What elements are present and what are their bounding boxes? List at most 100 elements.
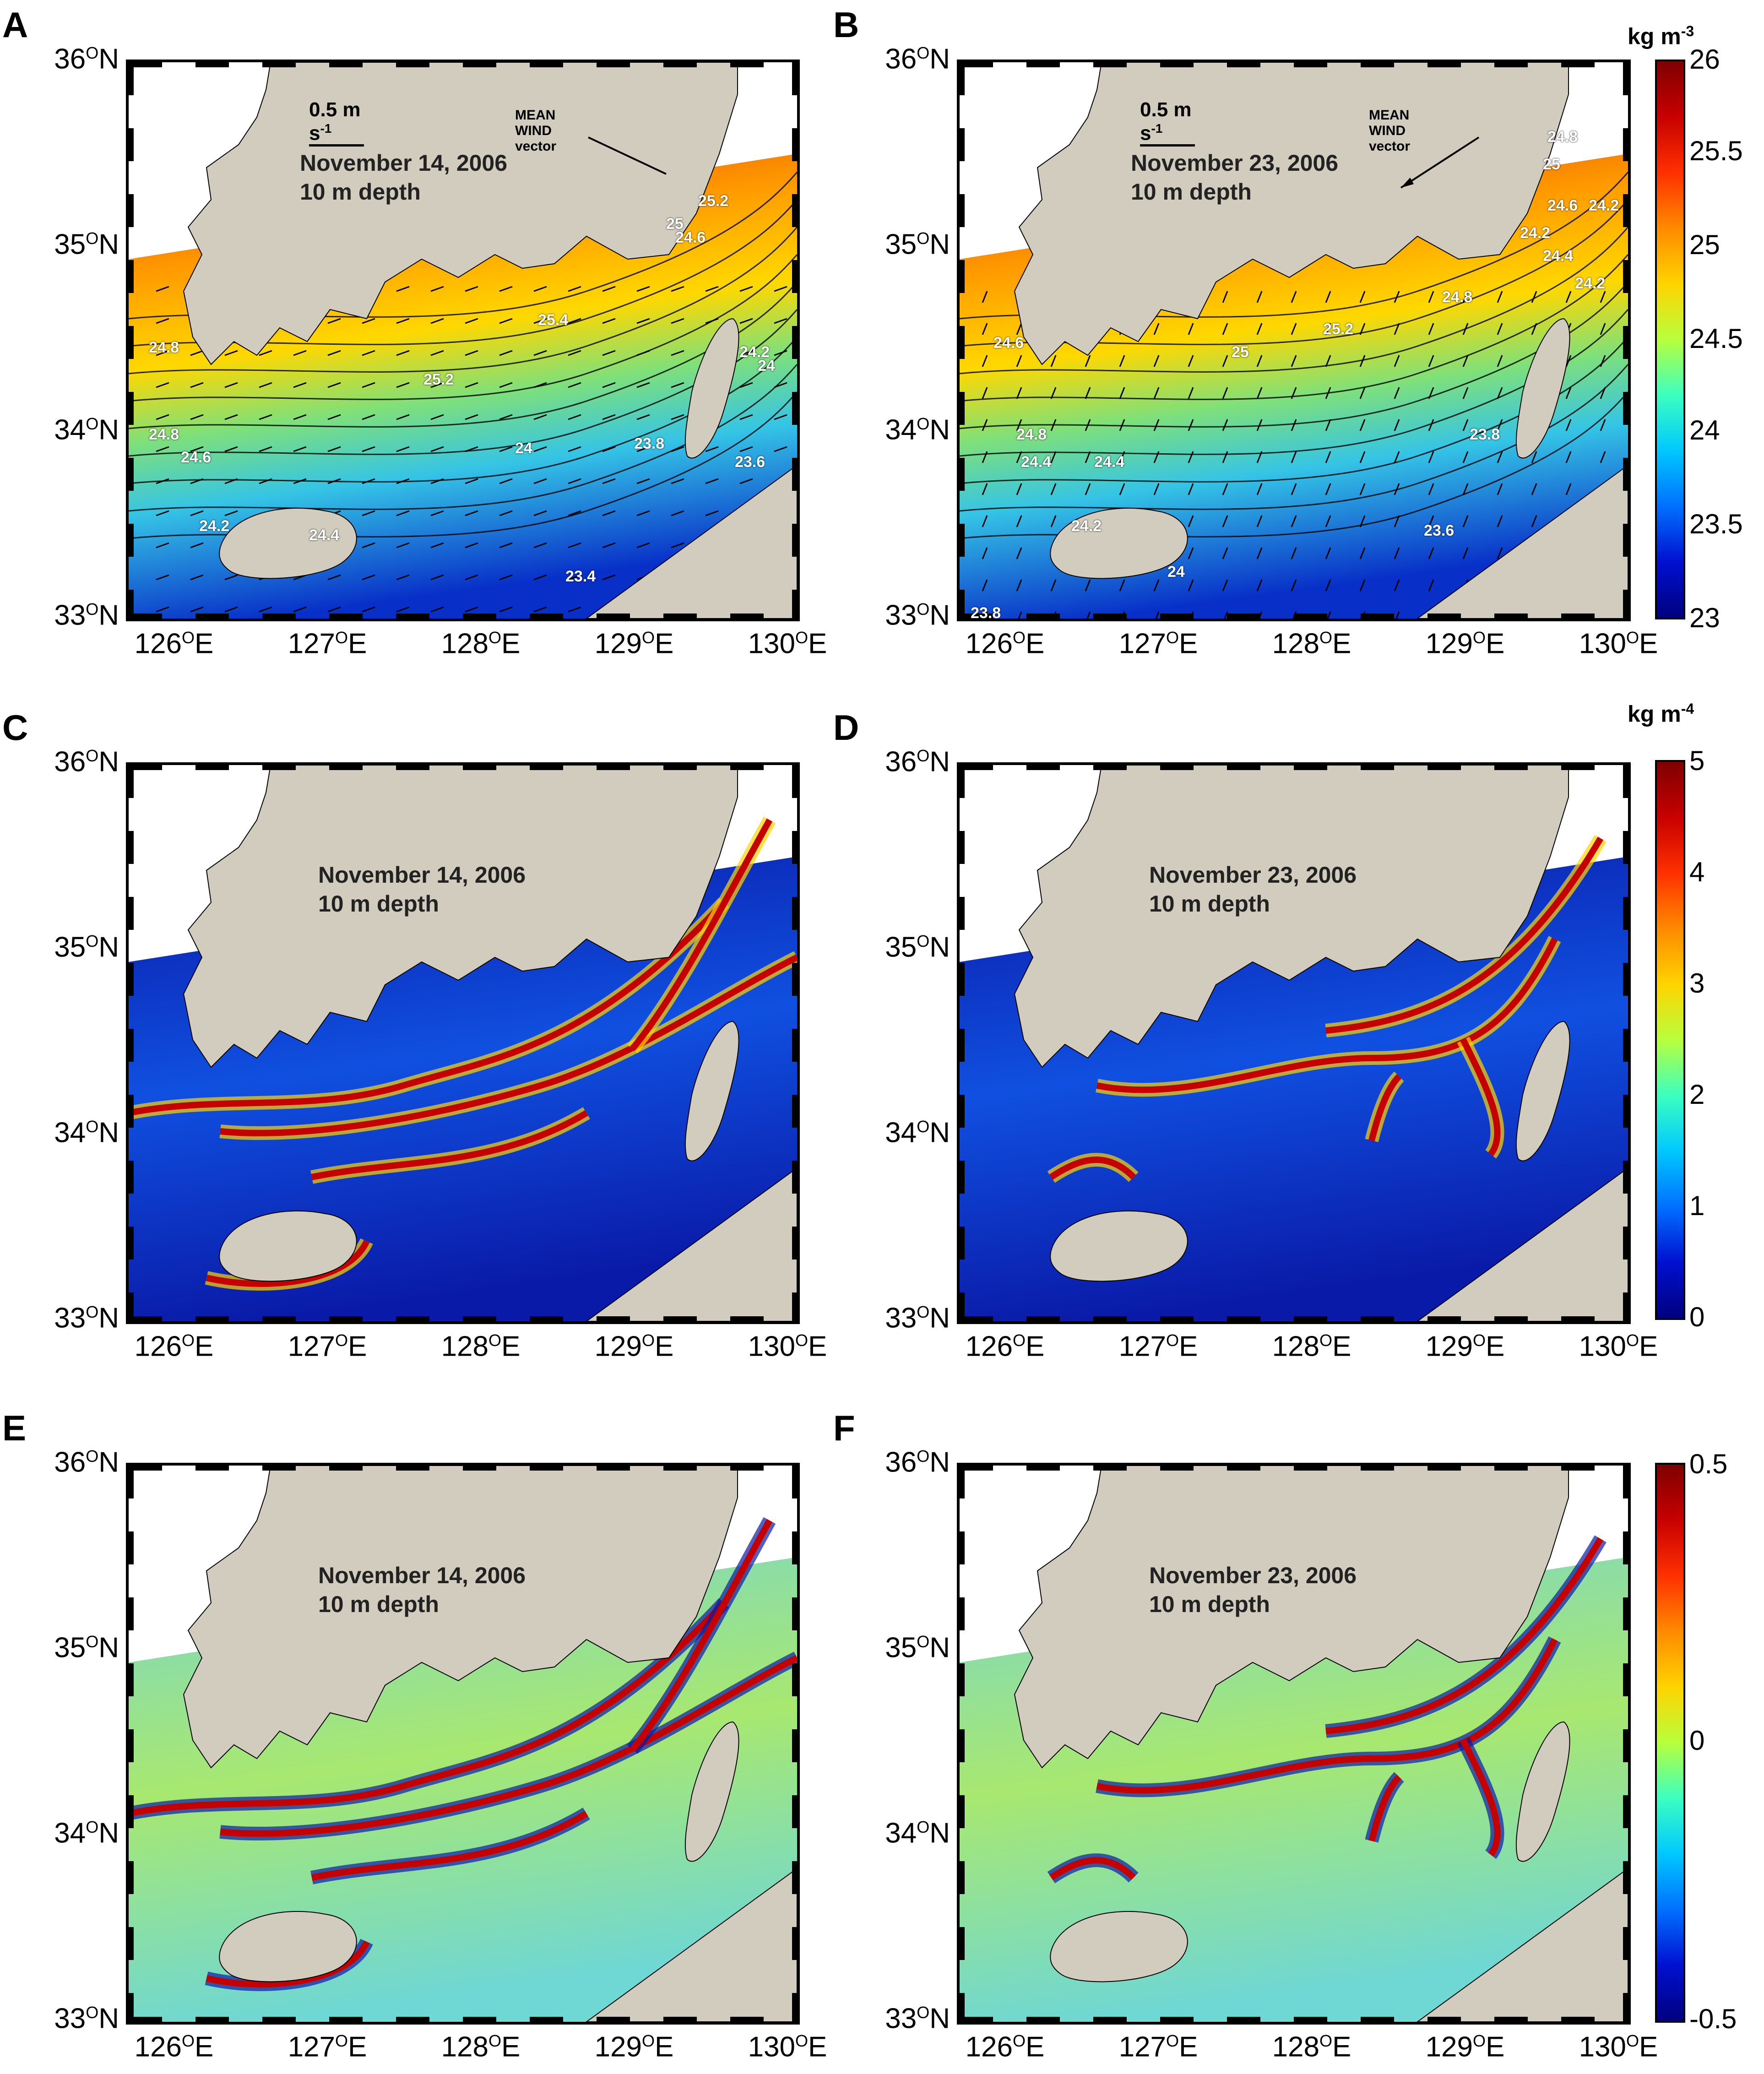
lat-hem: N [929,228,950,261]
lon-deg: 127 [1118,2031,1167,2063]
contour-label: 24.6 [675,229,706,246]
map-frame [126,762,800,1324]
contour-label: 24.6 [1547,197,1578,214]
lon-deg: 128 [441,628,489,660]
lon-tick-label: 130OE [733,1332,842,1361]
land-jeju [1050,508,1188,579]
map-frame [957,762,1631,1324]
lon-hem: E [1026,628,1045,660]
lon-sup: O [488,628,502,647]
contour-label: 25.2 [1323,320,1354,338]
lon-sup: O [1473,2031,1486,2050]
lat-sup: O [917,1303,930,1321]
lon-tick-label: 126OE [119,1332,229,1361]
lon-deg: 126 [134,1330,182,1363]
lon-tick-label: 129OE [1410,630,1520,658]
lon-hem: E [348,1330,367,1363]
lon-tick-label: 130OE [1563,630,1673,658]
lon-sup: O [795,628,809,647]
lon-hem: E [655,2031,674,2063]
lat-hem: N [98,1817,119,1849]
field-features [1047,1535,1607,1884]
lon-tick-label: 130OE [1563,1332,1673,1361]
contour-label: 24.2 [1520,224,1551,242]
map-canvas [129,62,797,619]
lon-hem: E [1332,2031,1351,2063]
colorbar-unit-sup: -3 [1681,23,1694,39]
lon-tick-label: 126OE [119,2033,229,2062]
lon-deg: 129 [1425,2031,1473,2063]
date-text: November 23, 2006 [1149,1563,1357,1588]
contour-label: 24.2 [1071,517,1102,535]
land-korea [183,765,738,1068]
lat-deg: 36 [54,43,86,75]
colorbar-tick: -0.5 [1689,2003,1737,2034]
lon-deg: 129 [594,2031,642,2063]
frame-ticks [960,1466,1628,2022]
lon-deg: 128 [1272,1330,1320,1363]
panel-letter: E [2,1408,27,1448]
panel-letter: B [833,5,859,45]
lat-sup: O [86,414,99,433]
lat-sup: O [917,43,930,62]
contour-label: 24.4 [309,527,340,544]
lat-sup: O [86,43,99,62]
lon-hem: E [348,2031,367,2063]
lat-hem: N [929,43,950,75]
land-kyushu [586,1167,797,1321]
lon-deg: 126 [965,2031,1013,2063]
lat-tick-label: 34ON [849,1118,950,1147]
land-kyushu [1417,1167,1628,1321]
contour-label: 25 [1232,343,1249,361]
lat-hem: N [929,414,950,446]
lon-hem: E [1332,1330,1351,1363]
colorbar-unit: kg m [1628,23,1681,49]
lat-deg: 36 [54,746,86,778]
contour-label: 25 [1543,156,1560,173]
lat-deg: 35 [54,931,86,963]
lon-deg: 126 [965,628,1013,660]
lat-tick-label: 36ON [849,1448,950,1477]
frame-ticks [960,765,1628,1321]
land-tsushima [684,1721,739,1862]
lat-tick-label: 33ON [849,601,950,630]
lat-hem: N [929,1446,950,1478]
date-depth-label: November 23, 2006 10 m depth [1149,1561,1357,1618]
lon-tick-label: 128OE [426,630,536,658]
lon-sup: O [1319,1331,1333,1350]
lon-deg: 130 [1579,1330,1627,1363]
lon-deg: 130 [748,628,796,660]
lat-hem: N [98,1446,119,1478]
panel-letter: F [833,1408,855,1448]
lon-tick-label: 126OE [119,630,229,658]
land-kyushu [1417,464,1628,619]
frame-ticks [129,62,797,619]
lon-tick-label: 127OE [1103,2033,1213,2062]
lon-hem: E [195,2031,214,2063]
contour-label: 24.4 [1094,453,1125,471]
contour-label: 24.6 [181,449,212,466]
colorbar-tick: 0 [1689,1725,1705,1756]
colorbar-tick: 4 [1689,857,1705,887]
lat-tick-label: 33ON [18,2004,119,2033]
lat-hem: N [98,2003,119,2035]
lon-sup: O [1166,2031,1179,2050]
lon-sup: O [335,2031,348,2050]
contour-label: 24 [515,440,532,457]
lon-sup: O [1013,2031,1026,2050]
colorbar-unit: kg m [1628,701,1681,727]
colorbar-tick: 0 [1689,1302,1705,1332]
lon-deg: 129 [1425,1330,1473,1363]
lon-tick-label: 128OE [1257,630,1367,658]
lon-hem: E [808,2031,827,2063]
colorbar-scale [1655,1463,1685,2023]
land-korea [183,62,738,365]
lat-deg: 35 [54,228,86,261]
date-depth-label: November 14, 2006 10 m depth [300,149,507,206]
land-tsushima [684,318,739,459]
lon-tick-label: 127OE [272,1332,382,1361]
lon-hem: E [501,628,521,660]
lon-hem: E [195,1330,214,1363]
field-features [129,816,797,1291]
lat-tick-label: 33ON [849,2004,950,2033]
